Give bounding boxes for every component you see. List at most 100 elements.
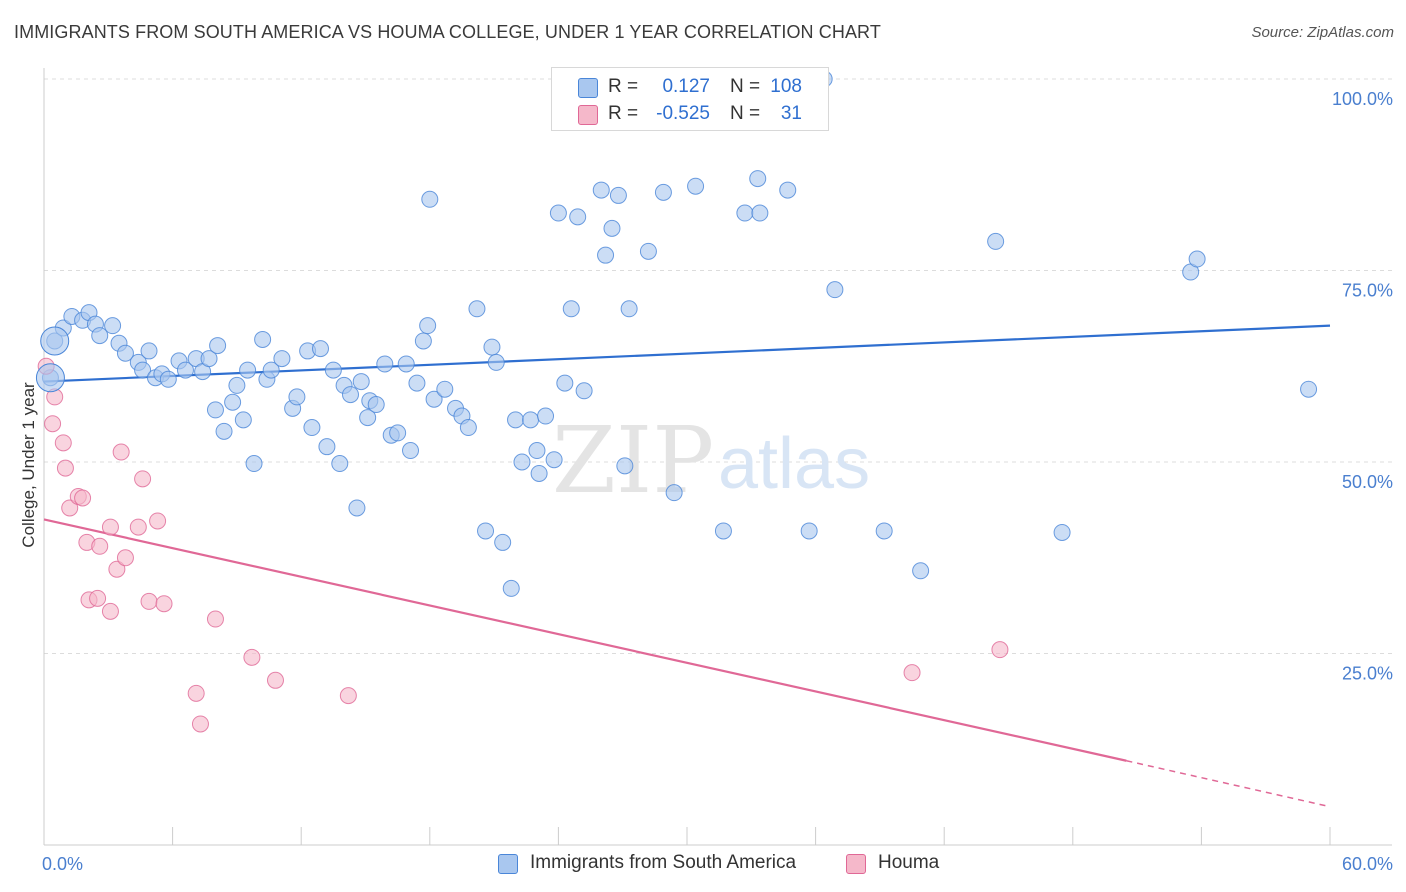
point-houma (116, 549, 134, 567)
point-south-america (421, 190, 439, 208)
point-south-america (408, 374, 426, 392)
point-south-america (620, 300, 638, 318)
point-south-america (575, 382, 593, 400)
y-axis-title: College, Under 1 year (19, 382, 38, 548)
x-tick-label: 0.0% (42, 854, 83, 874)
point-south-america (468, 300, 486, 318)
point-south-america (592, 181, 610, 199)
point-south-america (341, 386, 359, 404)
point-south-america (487, 353, 505, 371)
point-south-america (751, 204, 769, 222)
point-houma (61, 499, 79, 517)
point-south-america (303, 419, 321, 437)
point-houma (129, 518, 147, 536)
point-houma (243, 648, 261, 666)
watermark-zip: ZIP (552, 407, 714, 514)
point-south-america (348, 499, 366, 517)
trend-line-houma (43, 518, 1127, 762)
point-south-america (262, 361, 280, 379)
legend-label: Houma (878, 852, 940, 873)
point-south-america (530, 464, 548, 482)
data-points (35, 70, 1318, 733)
point-south-america (665, 484, 683, 502)
point-south-america (104, 317, 122, 335)
trend-line-houma-extrapolated (1126, 760, 1331, 808)
legend-n-value: 31 (780, 103, 802, 124)
point-south-america (254, 330, 272, 348)
point-south-america (507, 411, 525, 429)
point-south-america (556, 374, 574, 392)
y-tick-label: 50.0% (1342, 472, 1393, 492)
point-south-america (397, 355, 415, 373)
point-south-america (234, 411, 252, 429)
point-south-america (549, 204, 567, 222)
point-houma (91, 537, 109, 555)
point-houma (56, 459, 74, 477)
point-south-america (367, 396, 385, 414)
point-south-america (826, 281, 844, 299)
point-south-america (502, 579, 520, 597)
legend-row-houma: R = -0.525 N = 31 (552, 101, 828, 127)
y-tick-label: 75.0% (1342, 281, 1393, 301)
point-south-america (318, 438, 336, 456)
point-south-america (273, 350, 291, 368)
point-south-america (224, 393, 242, 411)
point-houma (108, 560, 126, 578)
point-south-america (140, 342, 158, 360)
point-south-america (116, 344, 134, 362)
point-south-america (477, 522, 495, 540)
x-tick-label: 60.0% (1342, 854, 1393, 874)
trend-line-south-america (43, 324, 1331, 383)
legend-label: Immigrants from South America (530, 852, 797, 873)
point-south-america (875, 522, 893, 540)
point-south-america (376, 355, 394, 373)
source-credit: Source: ZipAtlas.com (1251, 24, 1394, 41)
point-south-america (537, 407, 555, 425)
point-houma (339, 687, 357, 705)
point-south-america (603, 219, 621, 237)
point-houma (74, 489, 92, 507)
point-houma (101, 602, 119, 620)
point-south-america (654, 183, 672, 201)
point-south-america (687, 177, 705, 195)
watermark: ZIP atlas (552, 407, 870, 514)
point-houma (155, 595, 173, 613)
tick-labels: 100.0% 75.0% 50.0% 25.0% 0.0% 60.0% (42, 89, 1393, 874)
point-south-america (569, 208, 587, 226)
point-south-america (245, 455, 263, 473)
point-south-america (609, 186, 627, 204)
point-south-america (513, 453, 531, 471)
point-south-america (1300, 380, 1318, 398)
point-houma (89, 589, 107, 607)
point-south-america (228, 376, 246, 394)
point-south-america (359, 409, 377, 427)
point-south-america (352, 373, 370, 391)
point-south-america (736, 204, 754, 222)
legend-swatch-pink (846, 854, 866, 874)
point-south-america (134, 361, 152, 379)
point-south-america (200, 350, 218, 368)
point-houma (187, 684, 205, 702)
trend-lines (43, 324, 1331, 808)
point-south-america (425, 390, 443, 408)
point-south-america (239, 361, 257, 379)
point-south-america (987, 232, 1005, 250)
point-south-america (206, 401, 224, 419)
correlation-legend: R = 0.127 N = 108 R = -0.525 N = 31 (551, 67, 829, 131)
point-houma (44, 415, 62, 433)
point-south-america (528, 442, 546, 460)
legend-n-label: N = (730, 103, 761, 124)
point-south-america (402, 442, 420, 460)
point-south-america (459, 419, 477, 437)
legend-swatch-pink (578, 105, 598, 125)
point-south-america (436, 380, 454, 398)
point-south-america (714, 522, 732, 540)
point-houma (134, 470, 152, 488)
point-south-america (616, 457, 634, 475)
point-houma (191, 715, 209, 733)
point-south-america (483, 338, 501, 356)
point-south-america (35, 363, 65, 393)
point-south-america (912, 562, 930, 580)
point-south-america (800, 522, 818, 540)
